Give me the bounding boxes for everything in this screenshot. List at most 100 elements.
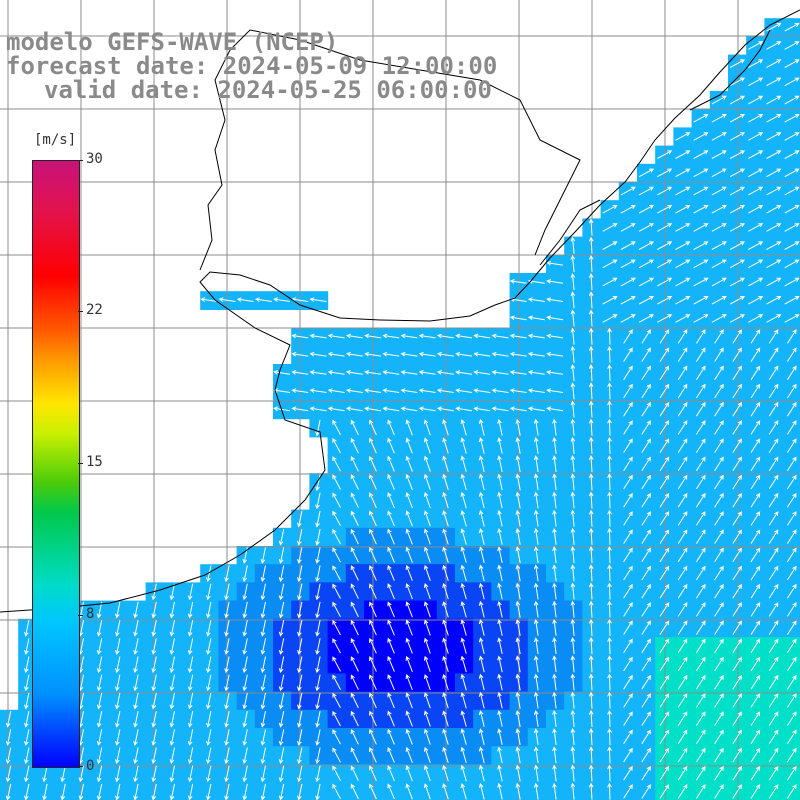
- wind-arrow: [423, 710, 431, 727]
- wind-arrow: [750, 784, 761, 799]
- wind-arrow: [497, 782, 503, 800]
- wind-arrow: [552, 637, 557, 655]
- wind-arrow: [711, 314, 727, 323]
- wind-arrow: [442, 619, 449, 636]
- wind-arrow: [552, 546, 557, 564]
- wind-arrow: [169, 729, 175, 746]
- wind-arrow: [766, 277, 782, 287]
- wind-arrow: [695, 329, 706, 344]
- wind-arrow: [400, 406, 418, 412]
- wind-arrow: [515, 764, 521, 782]
- wind-arrow: [332, 765, 341, 781]
- wind-arrow: [750, 656, 761, 672]
- colorbar-tick-mark: [78, 463, 83, 464]
- wind-arrow: [242, 619, 248, 637]
- wind-arrow: [588, 618, 594, 636]
- wind-arrow: [369, 656, 377, 672]
- wind-arrow: [273, 406, 291, 412]
- wind-arrow: [291, 297, 309, 302]
- wind-arrow: [224, 601, 230, 619]
- wind-arrow: [766, 259, 782, 269]
- wind-arrow: [442, 419, 449, 436]
- wind-arrow: [784, 314, 800, 323]
- wind-arrow: [748, 150, 764, 159]
- wind-arrow: [570, 327, 576, 345]
- wind-arrow: [659, 674, 670, 690]
- wind-arrow: [732, 456, 742, 472]
- wind-arrow: [260, 692, 266, 710]
- wind-arrow: [423, 546, 431, 563]
- wind-arrow: [695, 602, 706, 617]
- wind-arrow: [784, 296, 800, 305]
- wind-arrow: [570, 782, 576, 800]
- wind-arrow: [714, 674, 724, 690]
- wind-arrow: [133, 729, 139, 746]
- wind-arrow: [588, 673, 594, 691]
- wind-arrow: [657, 186, 673, 196]
- wind-arrow: [423, 783, 431, 800]
- wind-arrow: [766, 168, 782, 178]
- wind-arrow: [659, 529, 670, 544]
- wind-arrow: [659, 747, 670, 763]
- wind-arrow: [350, 637, 359, 654]
- wind-arrow: [786, 765, 797, 781]
- wind-arrow: [387, 583, 395, 600]
- wind-arrow: [169, 765, 175, 783]
- wind-arrow: [115, 674, 121, 692]
- wind-vectors: [5, 23, 800, 800]
- wind-arrow: [387, 601, 395, 618]
- wind-arrow: [242, 565, 248, 583]
- wind-arrow: [418, 333, 436, 339]
- wind-arrow: [5, 765, 12, 783]
- wind-arrow: [509, 406, 527, 412]
- wind-arrow: [405, 746, 413, 763]
- wind-arrow: [570, 746, 576, 764]
- wind-arrow: [677, 347, 688, 362]
- wind-arrow: [533, 546, 539, 564]
- wind-arrow: [260, 747, 266, 765]
- wind-arrow: [607, 728, 612, 746]
- wind-arrow: [478, 473, 485, 491]
- wind-arrow: [602, 223, 618, 232]
- wind-arrow: [677, 674, 688, 690]
- wind-arrow: [711, 168, 727, 178]
- wind-arrow: [515, 637, 521, 655]
- wind-arrow: [291, 406, 309, 412]
- wind-arrow: [714, 474, 724, 490]
- wind-arrow: [345, 333, 363, 339]
- wind-arrow: [677, 693, 688, 708]
- wind-arrow: [297, 565, 303, 583]
- wind-arrow: [714, 765, 724, 781]
- wind-arrow: [607, 509, 612, 527]
- wind-arrow: [96, 619, 103, 637]
- wind-arrow: [260, 710, 266, 728]
- wind-arrow: [297, 510, 303, 528]
- wind-arrow: [638, 277, 655, 287]
- wind-arrow: [784, 241, 800, 250]
- wind-arrow: [748, 77, 764, 87]
- wind-arrow: [657, 241, 673, 250]
- wind-arrow: [442, 510, 449, 527]
- wind-arrow: [768, 420, 779, 435]
- wind-arrow: [786, 547, 797, 563]
- wind-arrow: [405, 692, 413, 709]
- wind-arrow: [623, 565, 633, 581]
- wind-arrow: [570, 564, 576, 582]
- wind-arrow: [515, 455, 521, 473]
- wind-arrow: [623, 347, 633, 362]
- wind-arrow: [309, 370, 327, 375]
- wind-arrow: [695, 492, 706, 508]
- wind-arrow: [242, 729, 248, 746]
- wind-arrow: [641, 729, 651, 745]
- wind-arrow: [460, 637, 467, 654]
- wind-arrow: [766, 186, 782, 196]
- wind-arrow: [659, 547, 670, 563]
- wind-arrow: [533, 764, 539, 782]
- wind-arrow: [641, 365, 651, 381]
- wind-arrow: [588, 782, 594, 800]
- wind-arrow: [786, 420, 797, 435]
- wind-arrow: [714, 784, 724, 799]
- wind-arrow: [675, 132, 691, 141]
- wind-arrow: [478, 418, 485, 436]
- wind-arrow: [729, 296, 746, 305]
